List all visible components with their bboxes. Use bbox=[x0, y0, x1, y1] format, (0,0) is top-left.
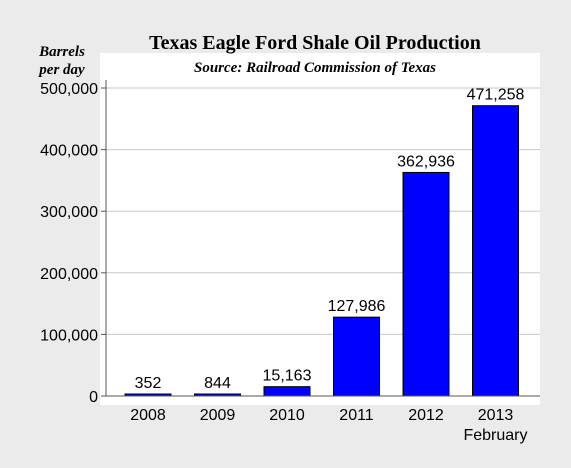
y-tick-label-2: 200,000 bbox=[40, 266, 98, 283]
data-label-2008: 352 bbox=[135, 375, 162, 392]
x-tick-label-2009: 2009 bbox=[200, 407, 236, 424]
bar-2010 bbox=[263, 386, 311, 397]
y-tick-label-1: 100,000 bbox=[40, 327, 98, 344]
data-label-2013: 471,258 bbox=[467, 87, 525, 104]
x-tick-label-2013: 2013 bbox=[478, 407, 514, 424]
data-label-2012: 362,936 bbox=[397, 153, 455, 170]
y-axis-label-line-2: per day bbox=[37, 62, 85, 78]
plot-area bbox=[100, 53, 540, 405]
y-tick-label-4: 400,000 bbox=[40, 143, 98, 160]
x-tick-label-2011: 2011 bbox=[339, 407, 374, 424]
data-label-2011: 127,986 bbox=[328, 298, 386, 315]
bar-2012 bbox=[402, 171, 450, 397]
x-tick-label-2012: 2012 bbox=[408, 407, 444, 424]
chart-title: Texas Eagle Ford Shale Oil Production bbox=[149, 32, 481, 54]
x-tick-label-2010: 2010 bbox=[269, 407, 305, 424]
x-axis-ticks: 2008 2009 2010 2011 2012 2013 February bbox=[130, 407, 527, 444]
x-tick-sublabel-2013: February bbox=[463, 427, 527, 444]
bar-2013 bbox=[472, 105, 519, 397]
chart-subtitle: Source: Railroad Commission of Texas bbox=[194, 60, 436, 76]
bar-2011 bbox=[333, 316, 380, 397]
bars: 352 844 15,163 127,986 362,936 471,258 bbox=[124, 87, 525, 397]
y-tick-label-5: 500,000 bbox=[40, 81, 98, 98]
data-label-2009: 844 bbox=[204, 375, 231, 392]
y-axis-ticks: 0 100,000 200,000 300,000 400,000 500,000 bbox=[40, 81, 106, 406]
y-tick-label-3: 300,000 bbox=[40, 204, 98, 221]
data-label-2010: 15,163 bbox=[263, 368, 312, 385]
x-tick-label-2008: 2008 bbox=[130, 407, 166, 424]
gridlines bbox=[106, 87, 540, 335]
y-tick-label-0: 0 bbox=[89, 389, 98, 406]
y-axis-label-line-1: Barrels bbox=[38, 44, 85, 60]
